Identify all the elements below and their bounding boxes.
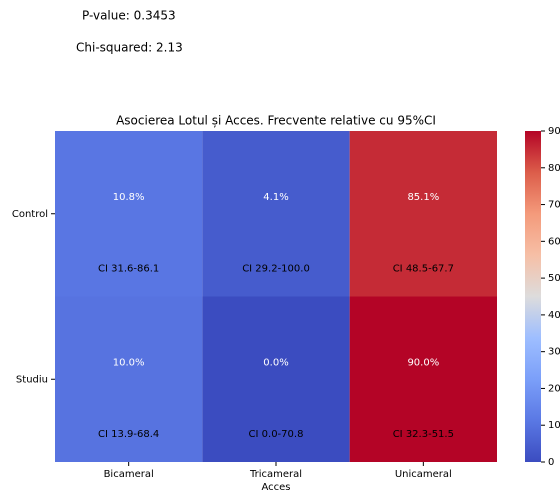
value-label: 4.1% <box>263 192 288 203</box>
ci-label: CI 29.2-100.0 <box>242 263 310 274</box>
heatmap-cell <box>202 296 350 462</box>
y-tick-label: Studiu <box>16 374 48 385</box>
ci-label: CI 13.9-68.4 <box>98 429 159 440</box>
colorbar-tick-label: 40 <box>548 310 560 321</box>
colorbar-tick-label: 60 <box>548 236 560 247</box>
annotation: P-value: 0.3453 <box>82 9 176 23</box>
heatmap-cell <box>202 131 350 297</box>
x-axis-label: Acces <box>261 482 290 490</box>
ci-label: CI 31.6-86.1 <box>98 263 159 274</box>
colorbar <box>525 131 541 462</box>
colorbar-tick-label: 20 <box>548 383 560 394</box>
heatmap-cell <box>55 296 203 462</box>
ci-label: CI 48.5-67.7 <box>393 263 454 274</box>
annotation: Chi-squared: 2.13 <box>76 41 183 55</box>
heatmap-cell <box>349 296 497 462</box>
value-label: 90.0% <box>407 357 439 368</box>
x-tick-label: Tricameral <box>249 469 302 480</box>
value-label: 10.8% <box>113 192 145 203</box>
x-tick-label: Unicameral <box>395 469 452 480</box>
colorbar-tick-label: 0 <box>548 457 554 468</box>
colorbar-tick-label: 70 <box>548 200 560 211</box>
colorbar-tick-label: 10 <box>548 420 560 431</box>
ci-label: CI 0.0-70.8 <box>249 429 304 440</box>
colorbar-tick-label: 30 <box>548 347 560 358</box>
colorbar-tick-label: 90 <box>548 126 560 137</box>
colorbar-tick-label: 80 <box>548 163 560 174</box>
ci-label: CI 32.3-51.5 <box>393 429 454 440</box>
heatmap-cell <box>349 131 497 297</box>
value-label: 10.0% <box>113 357 145 368</box>
chart-title: Asocierea Lotul și Acces. Frecvente rela… <box>116 114 436 128</box>
colorbar-tick-label: 50 <box>548 273 560 284</box>
heatmap-cell <box>55 131 203 297</box>
y-tick-label: Control <box>12 209 48 220</box>
value-label: 85.1% <box>407 192 439 203</box>
value-label: 0.0% <box>263 357 288 368</box>
x-tick-label: Bicameral <box>104 469 154 480</box>
